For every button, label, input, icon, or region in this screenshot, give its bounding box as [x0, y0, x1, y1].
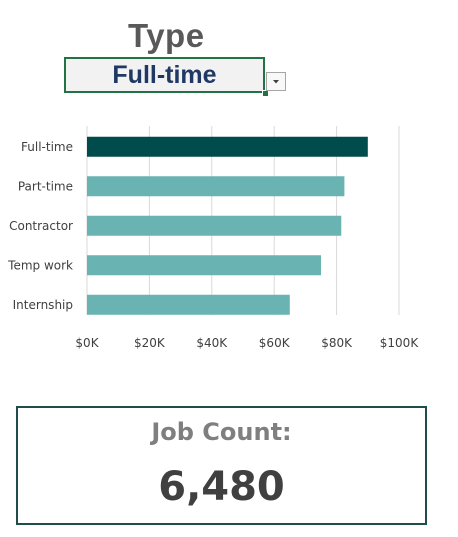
chart-bars: [87, 136, 368, 315]
x-tick-label: $0K: [75, 336, 99, 350]
chart-category-labels: Full-time Part-time Contractor Temp work Int…: [7, 140, 73, 312]
x-tick-label: $80K: [321, 336, 353, 350]
bar-temp-work: [87, 255, 321, 276]
category-label: Part-time: [18, 179, 73, 193]
chart-tick-labels: $0K $20K $40K $60K $80K $100K: [75, 336, 419, 350]
bar-internship: [87, 294, 290, 315]
salary-bar-chart: Full-time Part-time Contractor Temp work Int…: [7, 126, 419, 350]
category-label: Full-time: [21, 140, 73, 154]
x-tick-label: $60K: [259, 336, 291, 350]
bar-part-time: [87, 176, 345, 197]
x-tick-label: $20K: [134, 336, 166, 350]
job-count-value: 6,480: [158, 464, 285, 510]
category-label: Temp work: [7, 258, 73, 272]
slicer-title: Type: [128, 17, 205, 54]
cell-fill-handle[interactable]: [262, 90, 269, 97]
job-count-card: Job Count: 6,480: [16, 406, 427, 525]
x-tick-label: $40K: [196, 336, 228, 350]
bar-contractor: [87, 215, 342, 236]
chevron-down-icon: [273, 80, 279, 84]
job-count-label: Job Count:: [151, 418, 292, 446]
type-selected-cell[interactable]: Full-time: [64, 57, 265, 93]
x-tick-label: $100K: [380, 336, 420, 350]
category-label: Internship: [13, 298, 73, 312]
category-label: Contractor: [9, 219, 73, 233]
type-dropdown-button[interactable]: [266, 72, 286, 91]
bar-full-time: [87, 136, 368, 157]
